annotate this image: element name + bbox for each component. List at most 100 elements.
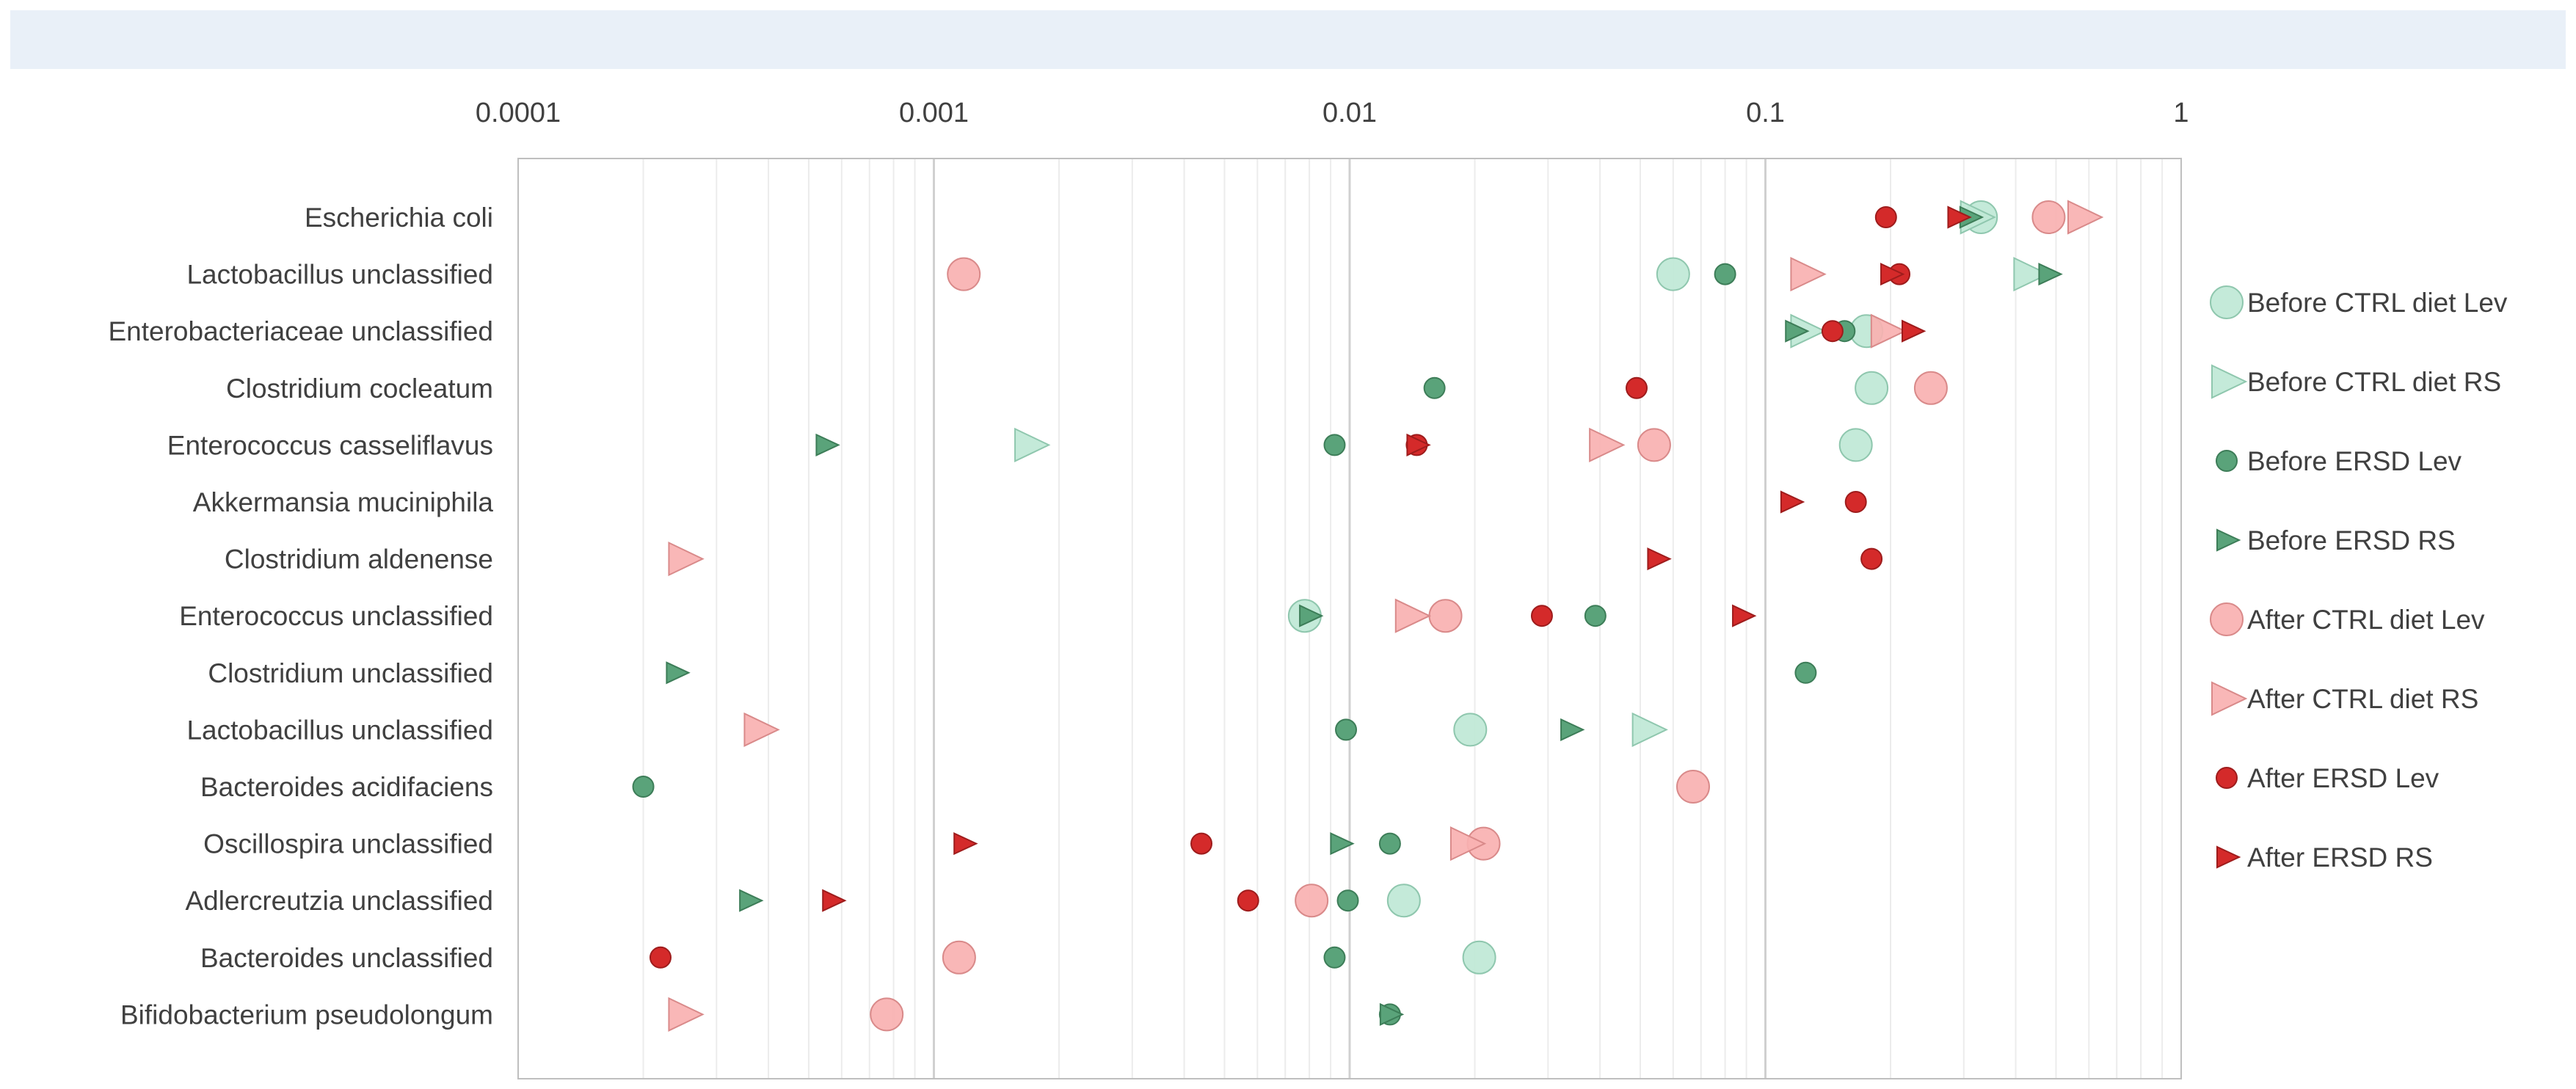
category-label: Lactobacillus unclassified [186,260,493,290]
data-point [1790,257,1827,292]
data-point [1190,832,1213,855]
data-point [1462,940,1496,975]
data-point [1560,718,1585,741]
category-label: Clostridium unclassified [208,658,493,688]
data-point [1589,427,1626,462]
data-point [822,889,847,912]
data-point [2013,257,2050,292]
data-point [2067,200,2104,235]
x-axis-ticks: 0.0001 0.001 0.01 0.1 1 [476,98,2189,128]
legend: Before CTRL diet Lev Before CTRL diet RS B… [2210,285,2508,873]
data-point [739,889,764,912]
legend-label: Before CTRL diet Lev [2247,288,2508,318]
data-point [1647,547,1672,571]
data-points [632,200,2104,1032]
data-point [815,433,840,456]
legend-label: After CTRL diet Lev [2247,605,2485,635]
legend-marker [2211,681,2248,716]
data-point [1428,599,1463,633]
data-point [1880,263,1905,286]
data-point [2031,200,2066,234]
data-point [1838,428,1873,462]
data-point [1237,889,1259,912]
data-point [1902,319,1926,343]
legend-marker [2216,767,2238,789]
data-point [1378,832,1401,855]
grid-lines [642,159,2164,1079]
legend-marker [2216,845,2241,869]
data-point [2038,263,2063,286]
legend-label: After ERSD RS [2247,842,2433,873]
category-label: Bacteroides unclassified [200,943,493,973]
data-point [1794,661,1817,684]
legend-label: After ERSD Lev [2247,763,2439,793]
category-label: Clostridium cocleatum [226,374,493,404]
data-point [1732,604,1757,627]
category-label: Escherichia coli [305,203,493,233]
series-group [649,206,1911,969]
x-tick-label: 0.01 [1322,98,1377,128]
series-group [822,205,1972,912]
data-point [1676,770,1710,804]
data-point [942,940,976,975]
x-tick-label: 0.0001 [476,98,561,128]
data-point [1780,490,1805,514]
data-point [947,257,981,291]
category-label: Oscillospira unclassified [203,829,493,859]
legend-label: Before CTRL diet RS [2247,367,2501,397]
category-label: Akkermansia muciniphila [193,487,494,517]
data-point [632,776,655,798]
category-label: Enterococcus unclassified [179,601,493,631]
data-point [1330,832,1355,856]
data-point [668,997,705,1032]
data-point [1785,319,1810,343]
data-point [1844,491,1867,513]
category-label: Bacteroides acidifaciens [200,772,493,802]
header-band [10,10,2566,69]
data-point [649,946,672,969]
data-point [743,712,780,747]
data-point [1625,376,1648,399]
series-group [870,200,2066,1032]
legend-marker [2216,528,2241,552]
data-point [1449,826,1487,862]
data-point [1530,605,1553,627]
category-label: Lactobacillus unclassified [186,715,493,745]
data-point [1874,206,1897,228]
data-point [1394,598,1432,633]
series-group [668,200,2104,1032]
data-point [1336,889,1359,912]
legend-label: After CTRL diet RS [2247,684,2478,714]
data-point [1870,313,1907,349]
data-point [1714,263,1736,285]
data-point [870,997,904,1032]
data-point [953,832,978,856]
x-tick-label: 1 [2173,98,2188,128]
data-point [1631,712,1668,747]
category-label: Enterobacteriaceae unclassified [109,316,494,346]
category-labels: Escherichia coli Lactobacillus unclassifi… [109,203,494,1030]
data-point [1821,320,1844,343]
data-point [1584,605,1607,627]
data-point [1423,376,1446,399]
legend-marker [2216,450,2238,472]
data-point [1913,371,1948,405]
data-point [1335,718,1358,741]
data-point [1379,1002,1405,1026]
category-label: Clostridium aldenense [225,544,493,575]
data-point [1295,884,1329,918]
data-point [668,542,705,577]
x-tick-label: 0.1 [1746,98,1785,128]
category-label: Adlercreutzia unclassified [185,886,493,916]
data-point [1947,205,1972,229]
data-point [1299,604,1324,627]
data-point [1014,427,1051,462]
data-point [1406,433,1431,456]
category-label: Enterococcus casseliflavus [167,430,493,460]
data-point [666,661,691,685]
legend-marker [2210,602,2244,636]
legend-marker [2211,364,2248,399]
data-point [1453,713,1488,747]
legend-label: Before ERSD RS [2247,525,2456,556]
